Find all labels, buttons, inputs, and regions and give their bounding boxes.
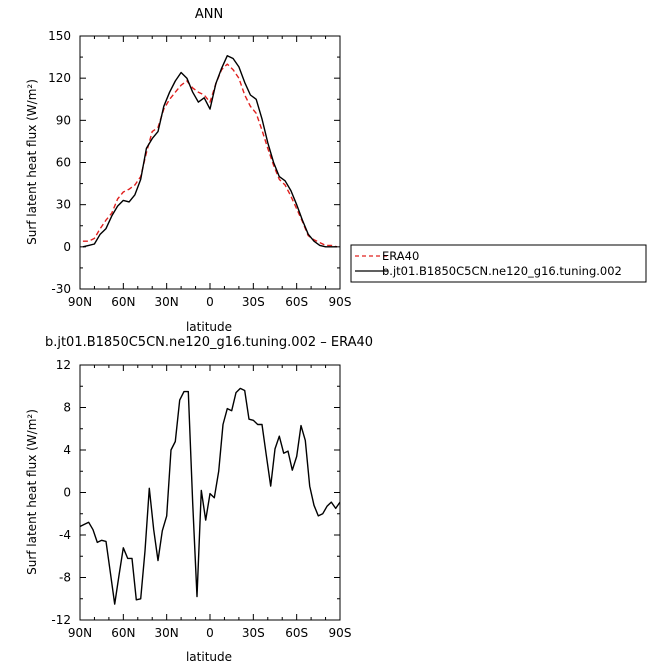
top-y-tick-label: 60 [56, 156, 71, 170]
bottom-x-tick-label: 90S [329, 626, 352, 640]
bottom-x-tick-label: 30S [242, 626, 265, 640]
bottom-x-axis-label: latitude [186, 650, 232, 664]
bottom-x-tick-label: 0 [206, 626, 214, 640]
bottom-y-tick-label: 0 [63, 486, 71, 500]
top-x-tick-label: 90N [68, 295, 92, 309]
top-panel: ANN 90N 60N 30N 0 30S 60S 90S-300306090120150 … [25, 7, 351, 334]
bottom-series-line-0 [79, 387, 341, 605]
bottom-panel: b.jt01.B1850C5CN.ne120_g16.tuning.002 – … [25, 335, 373, 664]
legend-box [350, 244, 647, 283]
bottom-y-tick-label: 8 [63, 401, 71, 415]
top-x-tick-label: 0 [206, 295, 214, 309]
bottom-x-tick-label: 90N [68, 626, 92, 640]
top-ticks: 90N 60N 30N 0 30S 60S 90S -30 0 30 60 90 120 150 [48, 29, 351, 309]
bottom-x-tick-label: 30N [155, 626, 179, 640]
top-y-axis-label: Surf latent heat flux (W/m²) [25, 79, 39, 245]
top-x-tick-label: 30S [242, 295, 265, 309]
bottom-y-tick-label: 4 [63, 443, 71, 457]
bottom-y-tick-label: -4 [59, 528, 71, 542]
bottom-y-tick-label: 12 [56, 358, 71, 372]
bottom-y-axis-label: Surf latent heat flux (W/m²) [25, 409, 39, 575]
bottom-y-tick-label: -8 [59, 571, 71, 585]
bottom-ticks: 90N 60N 30N 0 30S 60S 90S -12 -8 -4 0 4 8 12 [51, 358, 351, 640]
top-x-axis-label: latitude [186, 320, 232, 334]
top-x-tick-label: 60S [285, 295, 308, 309]
top-x-tick-label: 30N [155, 295, 179, 309]
bottom-series-group [79, 387, 341, 605]
bottom-x-tick-label: 60S [285, 626, 308, 640]
bottom-chart-title: b.jt01.B1850C5CN.ne120_g16.tuning.002 – … [45, 335, 373, 350]
top-chart-title: ANN [195, 7, 223, 22]
top-series-line-0 [82, 63, 338, 248]
legend: ERA40 b.jt01.B1850C5CN.ne120_g16.tuning.… [350, 244, 647, 283]
bottom-y-tick-label: -12 [51, 613, 71, 627]
legend-model-label: b.jt01.B1850C5CN.ne120_g16.tuning.002 [382, 264, 622, 278]
top-y-tick-label: -30 [51, 282, 71, 296]
top-y-tick-label: 120 [48, 71, 71, 85]
top-y-tick-label: 150 [48, 29, 71, 43]
top-y-tick-label: 0 [63, 240, 71, 254]
top-x-tick-label: 90S [329, 295, 352, 309]
top-series-group [82, 55, 338, 248]
bottom-plot-frame [79, 364, 341, 621]
top-x-tick-label: 60N [111, 295, 135, 309]
top-series-line-1 [82, 55, 338, 248]
top-y-tick-label: 90 [56, 113, 71, 127]
bottom-x-tick-label: 60N [111, 626, 135, 640]
top-y-tick-label: 30 [56, 198, 71, 212]
top-plot-frame [79, 35, 341, 290]
legend-era40-label: ERA40 [382, 249, 419, 263]
